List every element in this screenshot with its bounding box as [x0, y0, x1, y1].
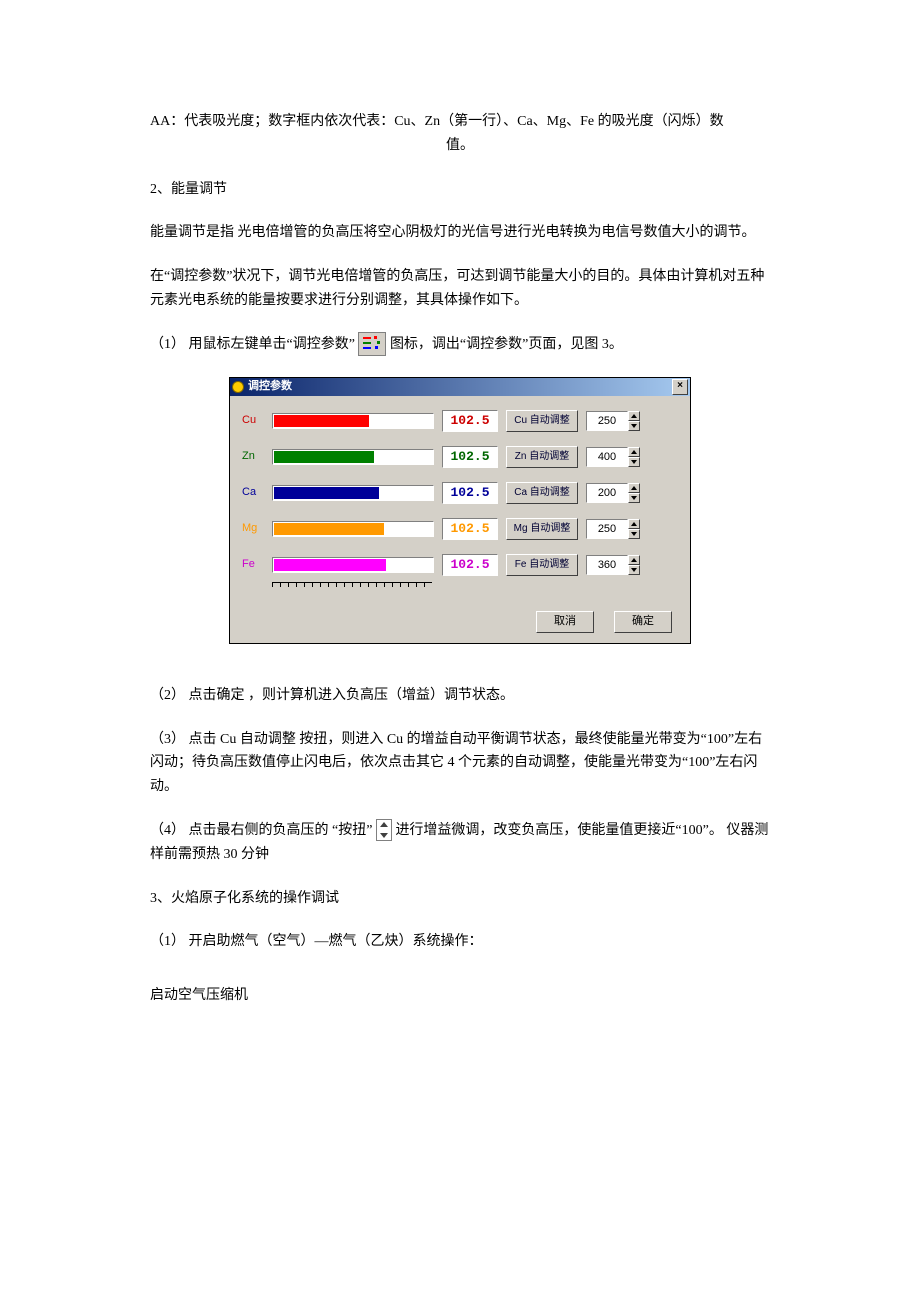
auto-adjust-button[interactable]: Cu 自动调整: [506, 410, 578, 432]
tune-params-dialog: 调控参数 × Cu 102.5 Cu 自动调整 250 Zn 102.5 Zn 自动调整 40…: [229, 377, 691, 644]
energy-bar: [272, 485, 434, 501]
dialog-title: 调控参数: [248, 377, 672, 396]
hv-value[interactable]: 200: [586, 483, 628, 503]
energy-bar: [272, 521, 434, 537]
dialog-footer: 取消 确定: [230, 605, 690, 643]
paragraph: 在“调控参数”状况下，调节光电倍增管的负高压，可达到调节能量大小的目的。具体由计…: [150, 265, 770, 313]
energy-value: 102.5: [442, 482, 498, 504]
element-row: Mg 102.5 Mg 自动调整 250: [242, 518, 678, 540]
element-row: Zn 102.5 Zn 自动调整 400: [242, 446, 678, 468]
heading: 2、能量调节: [150, 178, 770, 202]
cancel-button[interactable]: 取消: [536, 611, 594, 633]
spinner-icon: [376, 819, 392, 841]
paragraph: AA：代表吸光度；数字框内依次代表：Cu、Zn（第一行）、Ca、Mg、Fe 的吸…: [150, 110, 770, 134]
energy-bar: [272, 413, 434, 429]
auto-adjust-button[interactable]: Mg 自动调整: [506, 518, 578, 540]
text: （1） 用鼠标左键单击“调控参数”: [150, 337, 355, 352]
energy-bar: [272, 449, 434, 465]
auto-adjust-button[interactable]: Fe 自动调整: [506, 554, 578, 576]
energy-value: 102.5: [442, 518, 498, 540]
spinner-buttons[interactable]: [628, 555, 640, 575]
close-button[interactable]: ×: [672, 379, 688, 395]
element-label: Mg: [242, 519, 264, 538]
hv-stepper[interactable]: 200: [586, 483, 640, 503]
text: （4） 点击最右侧的负高压的 “按扭”: [150, 823, 372, 838]
figure-wrap: 调控参数 × Cu 102.5 Cu 自动调整 250 Zn 102.5 Zn 自动调整 40…: [150, 377, 770, 644]
text: 图标，调出“调控参数”页面，见图 3。: [390, 337, 623, 352]
dialog-titlebar: 调控参数 ×: [230, 378, 690, 396]
energy-value: 102.5: [442, 446, 498, 468]
element-row: Ca 102.5 Ca 自动调整 200: [242, 482, 678, 504]
paragraph: （1） 用鼠标左键单击“调控参数” 图标，调出“调控参数”页面，见图 3。: [150, 333, 770, 357]
paragraph: （2） 点击确定 ，则计算机进入负高压（增益）调节状态。: [150, 684, 770, 708]
hv-value[interactable]: 400: [586, 447, 628, 467]
ok-button[interactable]: 确定: [614, 611, 672, 633]
element-row: Cu 102.5 Cu 自动调整 250: [242, 410, 678, 432]
energy-bar: [272, 557, 434, 573]
app-icon: [232, 381, 244, 393]
paragraph: 启动空气压缩机: [150, 984, 770, 1008]
spinner-buttons[interactable]: [628, 447, 640, 467]
tune-params-icon: [358, 332, 386, 356]
heading: 3、火焰原子化系统的操作调试: [150, 887, 770, 911]
hv-value[interactable]: 250: [586, 411, 628, 431]
energy-value: 102.5: [442, 410, 498, 432]
spinner-buttons[interactable]: [628, 411, 640, 431]
scale-ruler: [272, 582, 432, 589]
hv-value[interactable]: 360: [586, 555, 628, 575]
element-label: Cu: [242, 411, 264, 430]
element-label: Fe: [242, 555, 264, 574]
dialog-body: Cu 102.5 Cu 自动调整 250 Zn 102.5 Zn 自动调整 400 Ca 102.…: [230, 396, 690, 605]
element-label: Zn: [242, 447, 264, 466]
spinner-buttons[interactable]: [628, 483, 640, 503]
auto-adjust-button[interactable]: Zn 自动调整: [506, 446, 578, 468]
hv-stepper[interactable]: 250: [586, 411, 640, 431]
hv-value[interactable]: 250: [586, 519, 628, 539]
hv-stepper[interactable]: 400: [586, 447, 640, 467]
paragraph: （4） 点击最右侧的负高压的 “按扭” 进行增益微调，改变负高压，使能量值更接近…: [150, 819, 770, 867]
document-page: AA：代表吸光度；数字框内依次代表：Cu、Zn（第一行）、Ca、Mg、Fe 的吸…: [0, 0, 920, 1088]
hv-stepper[interactable]: 250: [586, 519, 640, 539]
paragraph: 值。: [150, 134, 770, 158]
paragraph: 能量调节是指 光电倍增管的负高压将空心阴极灯的光信号进行光电转换为电信号数值大小…: [150, 221, 770, 245]
paragraph: （3） 点击 Cu 自动调整 按扭，则进入 Cu 的增益自动平衡调节状态，最终使…: [150, 728, 770, 799]
element-row: Fe 102.5 Fe 自动调整 360: [242, 554, 678, 576]
spinner-buttons[interactable]: [628, 519, 640, 539]
hv-stepper[interactable]: 360: [586, 555, 640, 575]
auto-adjust-button[interactable]: Ca 自动调整: [506, 482, 578, 504]
energy-value: 102.5: [442, 554, 498, 576]
element-label: Ca: [242, 483, 264, 502]
paragraph: （1） 开启助燃气（空气）—燃气（乙炔）系统操作：: [150, 930, 770, 954]
